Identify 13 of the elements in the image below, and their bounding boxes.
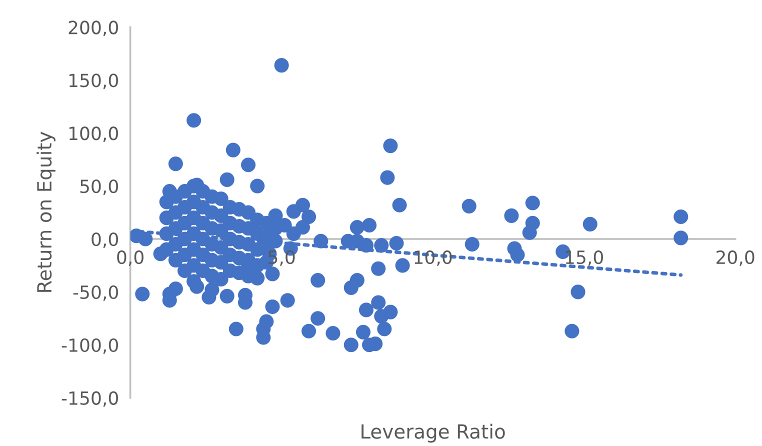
- x-tick-label: 0,0: [117, 250, 144, 266]
- y-tick-label: -100,0: [62, 338, 118, 354]
- y-tick-label: 100,0: [69, 126, 118, 142]
- y-tick-label: 150,0: [69, 74, 118, 90]
- y-tick-label: 200,0: [68, 20, 118, 36]
- y-tick-label: -150,0: [62, 391, 118, 407]
- y-tick-label: 50,0: [80, 180, 118, 196]
- y-tick-label: -50,0: [73, 285, 118, 301]
- x-tick-label: 20,0: [716, 250, 754, 266]
- y-axis-title: Return on Equity: [36, 132, 56, 292]
- x-axis-title: Leverage Ratio: [362, 424, 505, 443]
- y-tick-label: 0,0: [92, 232, 118, 248]
- x-tick-label: 15,0: [566, 250, 603, 266]
